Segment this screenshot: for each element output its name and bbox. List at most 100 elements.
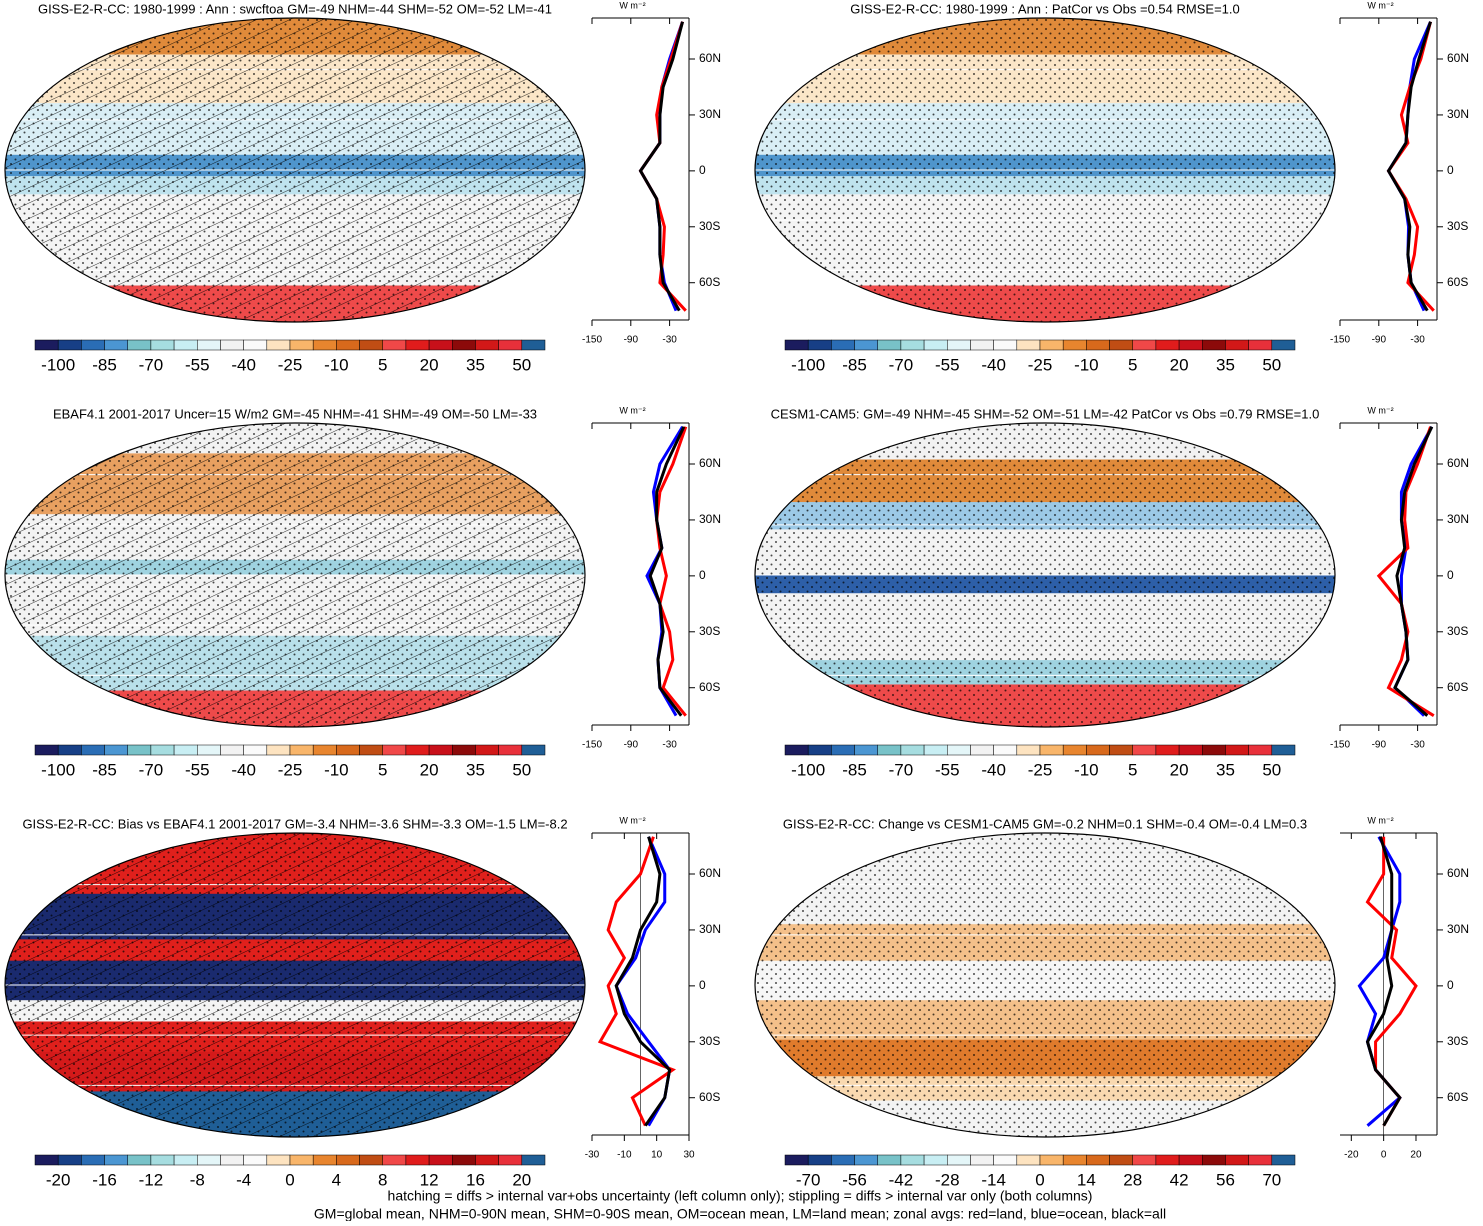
map-outline xyxy=(754,422,1336,728)
colorbar-box xyxy=(970,744,994,756)
x-tick-label: -150 xyxy=(582,335,602,346)
colorbar-label: -55 xyxy=(935,355,960,374)
stippling xyxy=(755,423,1335,727)
colorbar-box xyxy=(900,744,925,756)
x-tick-label: -150 xyxy=(1330,740,1350,751)
colorbar-box xyxy=(405,744,430,756)
zonal-line xyxy=(597,836,677,1127)
colorbar-box xyxy=(993,339,1018,351)
colorbar-box xyxy=(57,1154,82,1166)
map-outline xyxy=(754,17,1336,323)
y-tick-label: 0 xyxy=(699,568,706,582)
colorbar-box xyxy=(1248,339,1273,351)
y-tick-label: 60S xyxy=(1447,275,1468,289)
colorbar-box xyxy=(947,1154,971,1166)
colorbar-box xyxy=(266,1154,291,1166)
y-tick-label: 0 xyxy=(699,163,706,177)
colorbar-box xyxy=(150,1154,175,1166)
colorbar-label: 5 xyxy=(1128,760,1137,779)
colorbar-box xyxy=(1109,744,1133,756)
colorbar-box xyxy=(877,339,902,351)
colorbar-box xyxy=(127,1154,152,1166)
y-tick-label: 30N xyxy=(1447,107,1469,121)
map xyxy=(755,833,1335,1137)
y-tick-label: 0 xyxy=(1447,568,1454,582)
colorbar-box xyxy=(498,339,523,351)
zonal-line xyxy=(638,21,684,312)
colorbar-box xyxy=(1155,339,1180,351)
zonal-unit: W m⁻² xyxy=(1367,405,1393,415)
colorbar-box xyxy=(877,744,902,756)
colorbar-box xyxy=(807,744,832,756)
x-tick-label: 20 xyxy=(1410,1150,1422,1161)
colorbar-box xyxy=(1155,744,1180,756)
zonal-line xyxy=(1393,426,1434,717)
colorbar-label: -25 xyxy=(278,760,303,779)
colorbar-box xyxy=(970,1154,994,1166)
colorbar-box xyxy=(1086,1154,1110,1166)
panel-title: GISS-E2-R-CC: Bias vs EBAF4.1 2001-2017 … xyxy=(22,816,567,831)
colorbar-box xyxy=(1202,1154,1226,1166)
colorbar-label: 0 xyxy=(1035,1170,1044,1189)
colorbar-label: 50 xyxy=(512,355,531,374)
colorbar-box xyxy=(359,744,383,756)
colorbar-box xyxy=(127,339,152,351)
footer-line: hatching = diffs > internal var+obs unce… xyxy=(388,1188,1093,1204)
colorbar-box xyxy=(173,1154,198,1166)
colorbar-box xyxy=(993,1154,1018,1166)
colorbar-box xyxy=(150,339,175,351)
colorbar-label: -85 xyxy=(92,355,117,374)
colorbar-box xyxy=(81,1154,105,1166)
colorbar-box xyxy=(127,744,152,756)
x-tick-label: 10 xyxy=(651,1150,663,1161)
colorbar-label: 50 xyxy=(512,760,531,779)
zonal-unit: W m⁻² xyxy=(619,815,645,825)
map-outline xyxy=(4,422,586,728)
colorbar-label: -55 xyxy=(935,760,960,779)
colorbar-box xyxy=(197,339,221,351)
colorbar-box xyxy=(1202,744,1226,756)
colorbar-label: 5 xyxy=(378,760,387,779)
y-tick-label: 30N xyxy=(699,922,721,936)
x-tick-label: 0 xyxy=(1381,1150,1387,1161)
x-tick-label: -30 xyxy=(585,1150,600,1161)
colorbar-label: 20 xyxy=(1170,760,1189,779)
colorbar-label: -8 xyxy=(190,1170,205,1189)
colorbar-label: -16 xyxy=(92,1170,117,1189)
x-tick-label: -90 xyxy=(624,740,639,751)
colorbar-box xyxy=(1225,1154,1249,1166)
colorbar-box xyxy=(1178,339,1203,351)
colorbar-box xyxy=(1132,339,1157,351)
colorbar-box xyxy=(784,744,809,756)
panel-title: CESM1-CAM5: GM=-49 NHM=-45 SHM=-52 OM=-5… xyxy=(771,406,1320,421)
colorbar-box xyxy=(220,1154,244,1166)
zonal-line xyxy=(614,836,672,1127)
zonal-unit: W m⁻² xyxy=(619,0,645,10)
colorbar-box xyxy=(173,744,198,756)
map xyxy=(5,18,585,322)
x-tick-label: -90 xyxy=(1372,335,1387,346)
colorbar-box xyxy=(993,744,1018,756)
colorbar-box xyxy=(104,744,128,756)
colorbar-box xyxy=(831,744,855,756)
y-tick-label: 60S xyxy=(1447,680,1468,694)
map-outline xyxy=(4,17,586,323)
colorbar-box xyxy=(405,339,430,351)
colorbar-box xyxy=(1086,744,1110,756)
map xyxy=(755,18,1335,322)
colorbar-box xyxy=(336,339,360,351)
y-tick-label: 30N xyxy=(1447,922,1469,936)
colorbar-box xyxy=(34,339,59,351)
y-tick-label: 60N xyxy=(1447,51,1469,65)
x-tick-label: -20 xyxy=(1344,1150,1359,1161)
colorbar-box xyxy=(382,1154,407,1166)
colorbar-box xyxy=(452,339,476,351)
colorbar-box xyxy=(1225,744,1249,756)
colorbar-box xyxy=(947,744,971,756)
y-tick-label: 60N xyxy=(1447,456,1469,470)
zonal-unit: W m⁻² xyxy=(1367,815,1393,825)
colorbar-box xyxy=(970,339,994,351)
colorbar-box xyxy=(900,339,925,351)
x-tick-label: -90 xyxy=(1372,740,1387,751)
y-tick-label: 0 xyxy=(699,978,706,992)
